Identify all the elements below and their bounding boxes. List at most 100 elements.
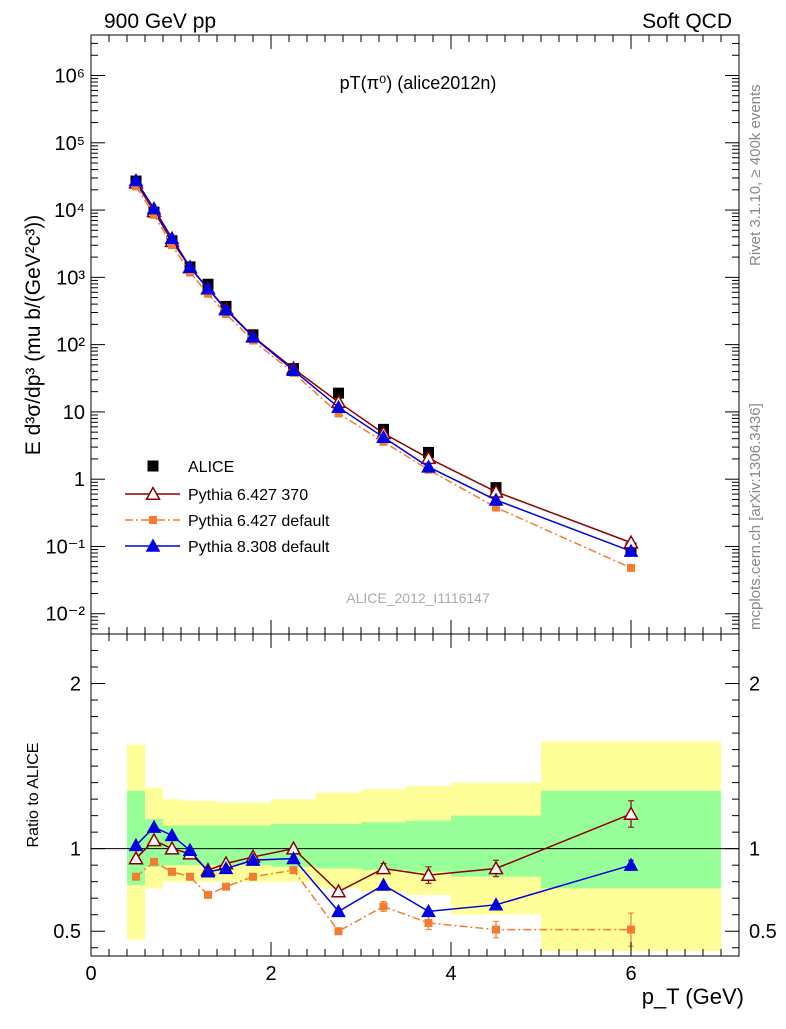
y-tick-label: 1	[74, 469, 85, 491]
ratio-point	[128, 837, 144, 852]
data-point	[200, 281, 216, 295]
data-point	[245, 329, 261, 343]
legend: ALICE Pythia 6.427 370 Pythia 6.427 defaul…	[125, 459, 330, 556]
data-point	[488, 492, 504, 506]
ratio-point	[492, 925, 500, 934]
ratio-point	[623, 857, 639, 871]
ratio-point	[488, 897, 504, 911]
ratio-point	[146, 832, 162, 847]
x-axis-label: p_T (GeV)	[642, 984, 744, 1009]
data-point	[132, 182, 140, 191]
ratio-y-axis-label: Ratio to ALICE	[25, 743, 42, 848]
ratio-point	[186, 872, 194, 881]
ratio-point	[150, 857, 158, 866]
legend-marker	[145, 485, 161, 500]
ratio-point	[204, 890, 212, 899]
ratio-point	[222, 882, 230, 891]
ratio-point	[164, 827, 180, 842]
stat-uncertainty-band	[217, 825, 235, 866]
x-tick-label: 2	[265, 963, 276, 985]
data-point	[128, 172, 144, 187]
data-point	[376, 429, 391, 443]
mcplots-label: mcplots.cern.ch [arXiv:1306.3436]	[747, 403, 764, 630]
data-point	[492, 503, 500, 512]
ratio-point	[334, 927, 343, 936]
ratio-y-tick-label-right: 0.5	[749, 921, 777, 943]
y-tick-label: 10⁵	[54, 133, 85, 155]
header-right: Soft QCD	[642, 10, 732, 33]
x-tick-label: 0	[85, 963, 96, 985]
y-tick-label: 10⁶	[55, 66, 85, 88]
data-point	[333, 387, 344, 399]
data-point	[168, 241, 176, 250]
main-axis-ticks: 10⁻² 10⁻¹ 1 10 10² 10³ 10⁴ 10⁵ 10⁶	[46, 34, 739, 635]
x-tick-label: 4	[445, 963, 456, 985]
header-left: 900 GeV pp	[104, 10, 216, 33]
stat-uncertainty-band	[199, 825, 217, 866]
ratio-y-tick-label-right: 2	[749, 674, 760, 696]
series-3	[128, 172, 639, 557]
watermark: ALICE_2012_I1116147	[346, 590, 490, 606]
legend-marker	[147, 460, 159, 472]
data-point	[218, 302, 234, 316]
y-tick-label: 10⁻¹	[46, 536, 86, 558]
ratio-point	[132, 872, 140, 881]
ratio-plot-area	[91, 741, 739, 952]
ratio-point	[164, 840, 180, 855]
legend-label: Pythia 6.427 default	[188, 513, 330, 530]
data-point	[623, 543, 639, 557]
ratio-series-2	[128, 819, 639, 918]
y-tick-label: 10²	[56, 335, 85, 357]
ratio-y-tick-label-left: 0.5	[53, 921, 81, 943]
ratio-point	[182, 842, 198, 857]
y-tick-label: 10³	[56, 267, 85, 289]
data-point	[286, 362, 301, 377]
ratio-point	[245, 852, 261, 866]
ratio-point	[168, 867, 176, 876]
data-point	[627, 563, 635, 572]
ratio-point	[289, 866, 298, 875]
ratio-point	[200, 864, 216, 878]
ratio-series-1	[132, 857, 635, 947]
ratio-point	[249, 872, 257, 881]
data-point	[150, 210, 158, 219]
ratio-point	[424, 918, 433, 927]
y-tick-label: 10	[63, 402, 85, 424]
ratio-point	[218, 860, 234, 875]
ratio-point	[330, 883, 347, 898]
ratio-point	[421, 903, 436, 918]
series-line	[135, 185, 632, 569]
main-y-axis-label: E d³σ/dp³ (mu b/(GeV²c³))	[22, 215, 45, 456]
ratio-panel: 0.5 0.5 1 1 2 2 0 2 4 6 Ratio to ALICE p_T (GeV)	[25, 633, 777, 1009]
data-point	[182, 259, 198, 274]
rivet-label: Rivet 3.1.10, ≥ 400k events	[747, 84, 764, 266]
x-tick-label: 6	[625, 963, 636, 985]
data-point	[334, 409, 343, 418]
ratio-point	[286, 851, 301, 865]
ratio-point	[146, 819, 162, 833]
legend-label: ALICE	[188, 459, 234, 476]
main-panel: 10⁻² 10⁻¹ 1 10 10² 10³ 10⁴ 10⁵ 10⁶ pT(π⁰) (alice…	[22, 34, 740, 635]
y-tick-label: 10⁴	[54, 200, 85, 222]
ratio-y-tick-label-left: 1	[70, 839, 81, 861]
legend-marker	[149, 516, 157, 524]
data-point	[421, 459, 436, 473]
ratio-y-tick-label-left: 2	[70, 674, 81, 696]
ratio-point	[623, 805, 639, 820]
ratio-y-tick-label-right: 1	[749, 839, 760, 861]
ratio-point	[128, 850, 144, 865]
ratio-point	[488, 860, 504, 875]
ratio-point	[379, 902, 388, 911]
ratio-point	[376, 877, 391, 891]
main-plot-area	[128, 172, 639, 572]
main-plot-title: pT(π⁰) (alice2012n)	[340, 73, 497, 93]
ratio-point	[331, 903, 346, 918]
ratio-point	[627, 925, 635, 934]
y-tick-label: 10⁻²	[46, 604, 86, 626]
legend-label: Pythia 6.427 370	[188, 487, 308, 504]
ratio-point	[375, 860, 392, 875]
data-point	[331, 399, 346, 414]
legend-label: Pythia 8.308 default	[188, 539, 330, 556]
data-point	[146, 201, 162, 215]
